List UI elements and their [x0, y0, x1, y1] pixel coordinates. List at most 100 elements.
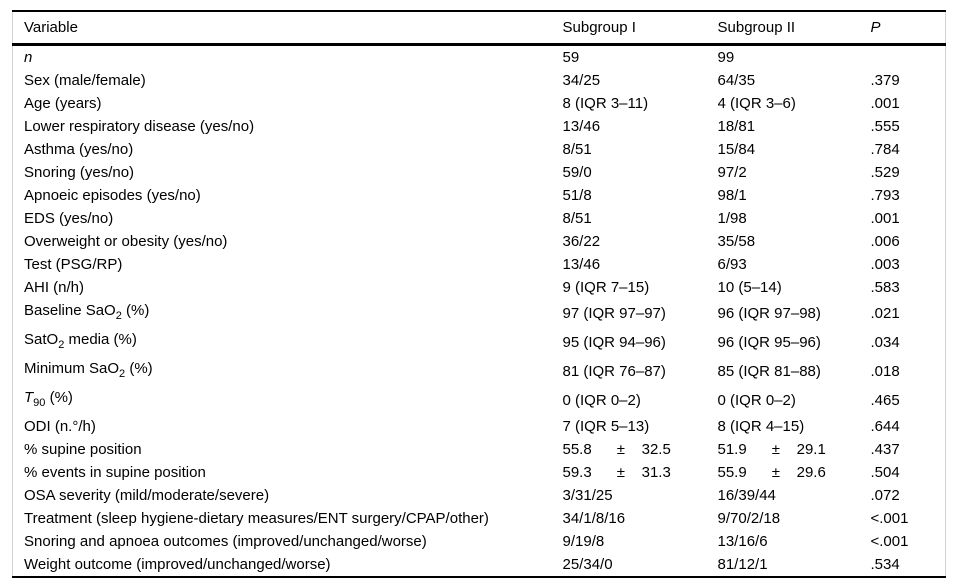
- subgroup2-value-cell: 13/16/6: [717, 533, 768, 550]
- subgroup1-value-cell: 34/25: [562, 72, 601, 89]
- p-value-cell: .437: [870, 441, 900, 458]
- p-value-cell: .034: [870, 334, 900, 351]
- variable-label-part: OSA severity (mild/moderate/severe): [24, 487, 270, 504]
- subgroup2-value-cell: 9/70/2/18: [717, 510, 781, 527]
- variable-label-part: (%): [121, 302, 150, 319]
- variable-cell: Weight outcome (improved/unchanged/worse…: [13, 553, 563, 577]
- subgroup2-value-cell: 35/58: [717, 233, 756, 250]
- subgroup1-value-cell: 9/19/8: [562, 533, 605, 550]
- variable-label-part: % supine position: [24, 441, 142, 458]
- table-row: Age (years) 8 (IQR 3–11) 4 (IQR 3–6) .001: [13, 92, 946, 115]
- table-row: Asthma (yes/no) 8/51 15/84 .784: [13, 138, 946, 161]
- table-row: Lower respiratory disease (yes/no) 13/46 1…: [13, 115, 946, 138]
- variable-label-part: ODI (n.°/h): [24, 418, 96, 435]
- subgroup1-value-cell: 34/1/8/16: [562, 510, 626, 527]
- table-figure: Variable Subgroup I Subgroup II P n 59 99 S…: [12, 10, 946, 578]
- p-value-cell: .021: [870, 305, 900, 322]
- variable-label-part: Apnoeic episodes (yes/no): [24, 187, 201, 204]
- subgroup1-value-cell: 0 (IQR 0–2): [562, 392, 641, 409]
- variable-label-part: media (%): [64, 331, 137, 348]
- variable-cell: Sex (male/female): [13, 69, 563, 92]
- variable-label-part: Minimum SaO: [24, 360, 120, 377]
- subgroup1-value-cell: 36/22: [562, 233, 601, 250]
- table-row: T90 (%) 0 (IQR 0–2) 0 (IQR 0–2) .465: [13, 386, 946, 415]
- p-value-cell: .072: [870, 487, 900, 504]
- p-value-cell: <.001: [870, 533, 909, 550]
- variable-label-part: Lower respiratory disease (yes/no): [24, 118, 255, 135]
- variable-cell: Baseline SaO2 (%): [13, 299, 563, 328]
- p-value-cell: .555: [870, 118, 900, 135]
- subgroup1-value-cell: 25/34/0: [562, 556, 613, 573]
- table-row: Snoring and apnoea outcomes (improved/un…: [13, 530, 946, 553]
- variable-label-part: 90: [33, 397, 46, 409]
- p-value-cell: .534: [870, 556, 900, 573]
- variable-label-part: n: [24, 49, 33, 66]
- variable-cell: Treatment (sleep hygiene-dietary measure…: [13, 507, 563, 530]
- subgroup2-value-cell: 64/35: [717, 72, 756, 89]
- p-value-cell: <.001: [870, 510, 909, 527]
- table-row: Apnoeic episodes (yes/no) 51/8 98/1 .793: [13, 184, 946, 207]
- variable-label-part: Test (PSG/RP): [24, 256, 123, 273]
- variable-label-part: 2: [119, 368, 126, 380]
- variable-cell: Test (PSG/RP): [13, 253, 563, 276]
- subgroup2-value-cell: 8 (IQR 4–15): [717, 418, 805, 435]
- subgroup2-value-cell: 10 (5–14): [717, 279, 782, 296]
- subgroup2-value-cell: 97/2: [717, 164, 747, 181]
- subgroup1-value-cell: 7 (IQR 5–13): [562, 418, 650, 435]
- subgroup1-value-cell: 13/46: [562, 118, 601, 135]
- table-row: Baseline SaO2 (%) 97 (IQR 97–97) 96 (IQR 9…: [13, 299, 946, 328]
- subgroup2-value-cell: 96 (IQR 97–98): [717, 305, 821, 322]
- subgroup1-value-cell: 8/51: [562, 210, 592, 227]
- variable-label-part: T: [24, 389, 34, 406]
- table-row: Minimum SaO2 (%) 81 (IQR 76–87) 85 (IQR 81…: [13, 357, 946, 386]
- subgroup1-value-cell: 8/51: [562, 141, 592, 158]
- variable-label-part: Age (years): [24, 95, 102, 112]
- table-row: ODI (n.°/h) 7 (IQR 5–13) 8 (IQR 4–15) .644: [13, 415, 946, 438]
- variable-cell: % events in supine position: [13, 461, 563, 484]
- variable-cell: T90 (%): [13, 386, 563, 415]
- table-row: Snoring (yes/no) 59/0 97/2 .529: [13, 161, 946, 184]
- variable-label-part: Sex (male/female): [24, 72, 146, 89]
- p-value-cell: .504: [870, 464, 900, 481]
- col-header-subgroup-1: Subgroup I: [562, 11, 718, 46]
- subgroup2-value-cell: 55.9 ± 29.6: [717, 464, 826, 481]
- variable-cell: Minimum SaO2 (%): [13, 357, 563, 386]
- variable-cell: Lower respiratory disease (yes/no): [13, 115, 563, 138]
- subgroup2-value-cell: 15/84: [717, 141, 756, 158]
- variable-cell: Overweight or obesity (yes/no): [13, 230, 563, 253]
- col-header-subgroup-2: Subgroup II: [717, 11, 871, 46]
- subgroup1-value-cell: 59: [562, 49, 580, 66]
- subgroup2-value-cell: 85 (IQR 81–88): [717, 363, 821, 380]
- table-row: SatO2 media (%) 95 (IQR 94–96) 96 (IQR 95–…: [13, 328, 946, 357]
- subgroup1-value-cell: 59.3 ± 31.3: [562, 464, 671, 481]
- table-header: Variable Subgroup I Subgroup II P: [12, 11, 946, 46]
- subgroup1-value-cell: 95 (IQR 94–96): [562, 334, 666, 351]
- col-header-p: P: [870, 11, 946, 46]
- variable-cell: EDS (yes/no): [13, 207, 563, 230]
- variable-label-part: 2: [115, 310, 122, 322]
- subgroup2-value-cell: 81/12/1: [717, 556, 768, 573]
- variable-label-part: Treatment (sleep hygiene-dietary measure…: [24, 510, 489, 527]
- variable-label-part: Weight outcome (improved/unchanged/worse…: [24, 556, 331, 573]
- subgroup2-value-cell: 0 (IQR 0–2): [717, 392, 796, 409]
- variable-label-part: Asthma (yes/no): [24, 141, 134, 158]
- p-value-cell: .793: [870, 187, 900, 204]
- variable-cell: SatO2 media (%): [13, 328, 563, 357]
- p-value-cell: .006: [870, 233, 900, 250]
- variable-label-part: % events in supine position: [24, 464, 206, 481]
- variable-cell: Snoring and apnoea outcomes (improved/un…: [13, 530, 563, 553]
- p-value-cell: [871, 45, 946, 70]
- subgroup1-value-cell: 13/46: [562, 256, 601, 273]
- p-value-cell: .529: [870, 164, 900, 181]
- p-value-cell: .644: [870, 418, 900, 435]
- clinical-table: Variable Subgroup I Subgroup II P n 59 99 S…: [12, 10, 946, 578]
- subgroup1-value-cell: 59/0: [562, 164, 592, 181]
- header-row: Variable Subgroup I Subgroup II P: [12, 11, 946, 46]
- variable-label-part: SatO: [24, 331, 59, 348]
- variable-cell: OSA severity (mild/moderate/severe): [13, 484, 563, 507]
- table-row: EDS (yes/no) 8/51 1/98 .001: [13, 207, 946, 230]
- subgroup1-value-cell: 51/8: [562, 187, 592, 204]
- variable-label-part: Baseline SaO: [24, 302, 116, 319]
- variable-label-part: Snoring and apnoea outcomes (improved/un…: [24, 533, 427, 550]
- variable-cell: Snoring (yes/no): [13, 161, 563, 184]
